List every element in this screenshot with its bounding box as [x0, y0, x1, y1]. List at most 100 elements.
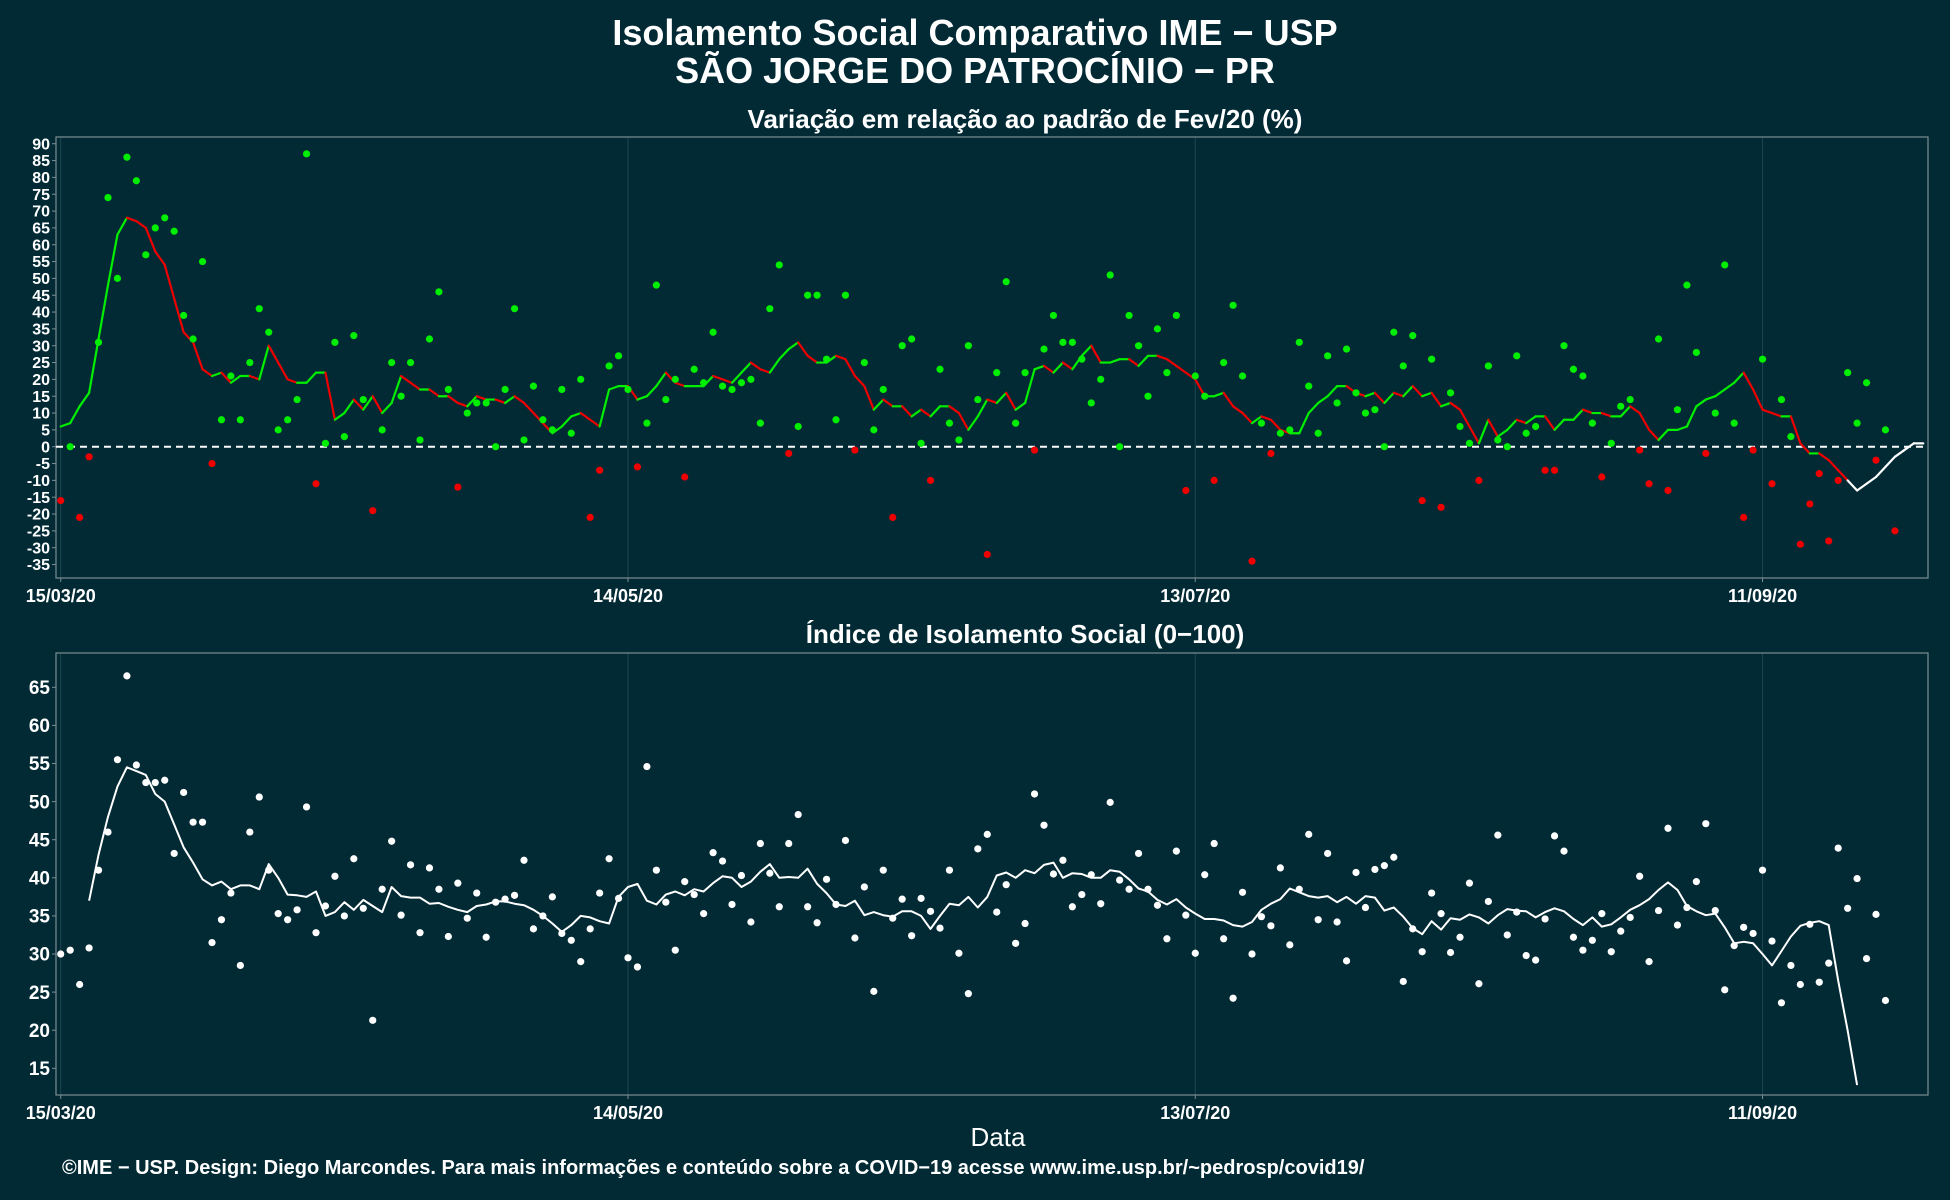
data-point — [737, 379, 746, 387]
moving-average-segment — [598, 388, 611, 428]
moving-average-segment — [1109, 358, 1121, 364]
data-point — [132, 761, 140, 769]
moving-average-segment — [674, 381, 686, 388]
data-point — [813, 919, 821, 927]
data-point — [1418, 496, 1426, 505]
moving-average-segment — [154, 250, 166, 267]
moving-average-segment — [636, 395, 649, 401]
data-point — [1673, 921, 1682, 929]
data-point — [1654, 906, 1663, 915]
data-point — [104, 828, 112, 836]
data-point — [1352, 389, 1360, 397]
data-point — [142, 778, 150, 787]
data-point — [123, 153, 131, 161]
data-point — [1428, 889, 1436, 897]
moving-average-segment — [1600, 411, 1613, 418]
data-point — [1021, 369, 1029, 377]
data-point — [255, 793, 263, 801]
moving-average-segment — [248, 374, 261, 381]
moving-average-segment — [1487, 418, 1499, 438]
moving-average-segment — [173, 297, 185, 334]
moving-average-segment — [1827, 459, 1840, 472]
data-point — [444, 932, 452, 941]
y-tick-label: -5 — [36, 456, 50, 473]
data-point — [1721, 986, 1729, 994]
data-point — [217, 916, 226, 924]
data-point — [510, 305, 519, 313]
data-point — [1636, 446, 1644, 454]
panel-2-title: Índice de Isolamento Social (0−100) — [805, 619, 1245, 649]
data-point — [718, 382, 727, 390]
data-point — [681, 473, 689, 481]
data-point — [1532, 422, 1540, 431]
data-point — [624, 954, 632, 962]
data-point — [633, 963, 642, 971]
data-point — [945, 419, 954, 427]
data-point — [851, 934, 859, 942]
moving-average-segment — [1430, 391, 1443, 408]
data-point — [350, 855, 358, 863]
y-tick-label: 10 — [32, 406, 50, 423]
data-point — [785, 839, 793, 848]
data-point — [1664, 486, 1672, 495]
data-point — [312, 480, 320, 488]
data-point — [567, 936, 575, 944]
moving-average-segment — [1647, 428, 1660, 442]
data-point — [1702, 449, 1710, 458]
y-tick-label: 65 — [32, 220, 50, 237]
moving-average-segment — [1893, 448, 1906, 458]
data-point — [1012, 419, 1020, 427]
moving-average-segment — [1317, 395, 1329, 405]
moving-average-segment — [97, 284, 110, 341]
moving-average-segment — [1260, 415, 1273, 421]
data-point — [113, 756, 122, 764]
data-point — [1522, 951, 1530, 960]
data-point — [1220, 935, 1228, 943]
chart-subtitle: SÃO JORGE DO PATROCÍNIO − PR — [675, 50, 1275, 91]
y-tick-label: 60 — [32, 237, 50, 254]
data-point — [917, 894, 925, 902]
data-point — [463, 914, 471, 922]
y-tick-label: 35 — [29, 907, 51, 928]
data-point — [1078, 890, 1086, 899]
data-point — [785, 449, 793, 458]
data-point — [1758, 355, 1767, 363]
data-point — [94, 866, 103, 874]
data-point — [1550, 466, 1559, 474]
data-point — [832, 900, 840, 909]
data-point — [425, 335, 434, 343]
data-point — [539, 912, 547, 920]
data-point — [1295, 885, 1303, 893]
moving-average-segment — [1477, 418, 1490, 445]
data-point — [1201, 392, 1209, 400]
data-point — [1532, 956, 1540, 964]
data-point — [1777, 999, 1786, 1007]
y-tick-label: 15 — [32, 389, 50, 406]
moving-average-segment — [1818, 452, 1830, 462]
data-point — [1248, 557, 1256, 565]
plot-frame — [55, 136, 1929, 579]
moving-average-segment — [740, 361, 753, 374]
moving-average-segment — [1175, 364, 1187, 374]
data-point — [728, 385, 736, 394]
data-point — [180, 311, 188, 320]
moving-average-segment — [324, 371, 337, 421]
data-point — [1314, 429, 1322, 437]
data-point — [1276, 429, 1284, 437]
data-point — [1872, 456, 1880, 464]
moving-average-segment — [1080, 344, 1093, 357]
data-point — [1106, 271, 1114, 279]
data-point — [1768, 937, 1776, 945]
data-point — [1598, 910, 1606, 918]
y-tick-label: 85 — [32, 153, 50, 170]
moving-average-segment — [1903, 442, 1915, 452]
data-point — [435, 885, 443, 893]
data-point — [718, 857, 727, 865]
data-point — [1626, 913, 1634, 922]
data-point — [236, 961, 244, 970]
data-point — [1834, 844, 1842, 852]
data-point — [1210, 476, 1218, 484]
data-point — [747, 918, 755, 926]
footer-credits: ©IME − USP. Design: Diego Marcondes. Par… — [62, 1157, 1365, 1179]
data-point — [1153, 325, 1162, 333]
